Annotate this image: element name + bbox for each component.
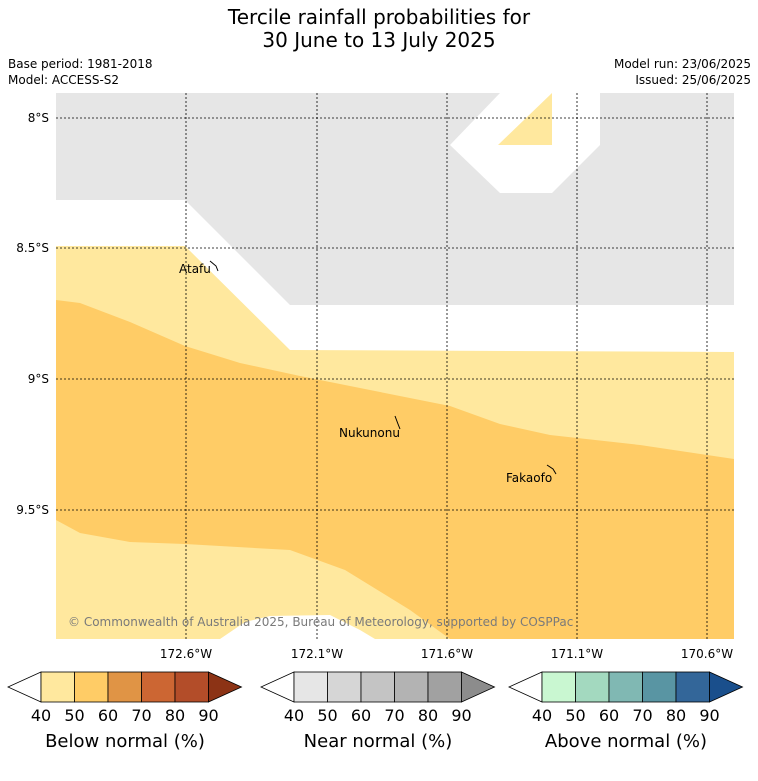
colorbar-label-near-normal: Near normal (%) bbox=[304, 731, 453, 752]
lat-label-8s: 8°S bbox=[28, 111, 49, 125]
below-normal-tick-label: 80 bbox=[165, 706, 185, 725]
model-name: Model: ACCESS-S2 bbox=[8, 73, 120, 87]
below-normal-swatch bbox=[74, 671, 109, 703]
lat-label-9-5s: 9.5°S bbox=[16, 503, 49, 517]
rainfall-map: Atafu Nukunonu Fakaofo © Commonwealth of… bbox=[16, 93, 734, 661]
above-normal-swatch bbox=[575, 671, 610, 703]
near-normal-swatch bbox=[360, 671, 395, 703]
above-normal-swatch bbox=[541, 671, 576, 703]
base-period: Base period: 1981-2018 bbox=[8, 57, 153, 71]
below-normal-arrow-high bbox=[208, 671, 243, 703]
above-normal-tick-label: 80 bbox=[666, 706, 686, 725]
below-normal-tick-label: 90 bbox=[198, 706, 218, 725]
place-label-atafu: Atafu bbox=[179, 262, 211, 276]
atolls bbox=[209, 260, 557, 475]
below-normal-tick-label: 70 bbox=[131, 706, 151, 725]
colorbar-label-below-normal: Below normal (%) bbox=[45, 731, 205, 752]
fakaofo-atoll-shape bbox=[546, 464, 557, 475]
lat-label-9s: 9°S bbox=[28, 372, 49, 386]
below-normal-tick-label: 40 bbox=[31, 706, 51, 725]
above-normal-swatch bbox=[608, 671, 643, 703]
above-normal-tick-label: 40 bbox=[532, 706, 552, 725]
below-normal-swatch bbox=[40, 671, 75, 703]
above-normal-swatch bbox=[642, 671, 677, 703]
near-normal-swatch bbox=[394, 671, 429, 703]
near-normal-tick-label: 80 bbox=[418, 706, 438, 725]
colorbar-label-above-normal: Above normal (%) bbox=[545, 731, 707, 752]
below-normal-arrow-low bbox=[7, 671, 42, 703]
nukunonu-atoll-shape bbox=[394, 415, 401, 430]
place-label-fakaofo: Fakaofo bbox=[506, 471, 552, 485]
above-normal-swatch bbox=[675, 671, 710, 703]
below-normal-tick-label: 60 bbox=[98, 706, 118, 725]
near-normal-swatch bbox=[293, 671, 328, 703]
lon-label-170-6w: 170.6°W bbox=[681, 647, 733, 661]
near-normal-tick-label: 70 bbox=[384, 706, 404, 725]
near-normal-arrow-high bbox=[461, 671, 496, 703]
lon-label-172-1w: 172.1°W bbox=[291, 647, 343, 661]
title-line-1: Tercile rainfall probabilities for bbox=[227, 5, 531, 29]
below-normal-swatch bbox=[141, 671, 176, 703]
lon-label-172-6w: 172.6°W bbox=[160, 647, 212, 661]
above-normal-tick-label: 50 bbox=[565, 706, 585, 725]
lon-label-171-1w: 171.1°W bbox=[551, 647, 603, 661]
below-normal-tick-label: 50 bbox=[64, 706, 84, 725]
near-normal-swatch bbox=[427, 671, 462, 703]
near-normal-swatch bbox=[327, 671, 362, 703]
title-line-2: 30 June to 13 July 2025 bbox=[262, 28, 496, 52]
issued-date: Issued: 25/06/2025 bbox=[635, 73, 751, 87]
atafu-atoll-shape bbox=[209, 260, 219, 272]
below-normal-patch-north bbox=[498, 93, 552, 145]
above-normal-tick-label: 60 bbox=[599, 706, 619, 725]
place-label-nukunonu: Nukunonu bbox=[339, 426, 400, 440]
model-run: Model run: 23/06/2025 bbox=[613, 57, 751, 71]
above-normal-arrow-high bbox=[709, 671, 744, 703]
above-normal-arrow-low bbox=[508, 671, 543, 703]
below-normal-50-region bbox=[56, 300, 734, 639]
below-normal-swatch bbox=[107, 671, 142, 703]
near-normal-arrow-low bbox=[260, 671, 295, 703]
lon-label-171-6w: 171.6°W bbox=[421, 647, 473, 661]
near-normal-tick-label: 40 bbox=[284, 706, 304, 725]
near-normal-tick-label: 60 bbox=[351, 706, 371, 725]
lat-label-8-5s: 8.5°S bbox=[16, 241, 49, 255]
colorbars: 40 50 60 70 80 90 40 50 60 70 80 90 40 50 60 70 80 90 B… bbox=[7, 671, 744, 752]
graticule bbox=[56, 93, 734, 639]
below-normal-swatch bbox=[174, 671, 209, 703]
copyright-notice: © Commonwealth of Australia 2025, Bureau… bbox=[68, 615, 573, 629]
near-normal-tick-label: 90 bbox=[451, 706, 471, 725]
colorbar-above-normal: 40 50 60 70 80 90 bbox=[508, 671, 744, 725]
no-dominant-patch-south bbox=[220, 615, 375, 639]
colorbar-below-normal: 40 50 60 70 80 90 bbox=[7, 671, 243, 725]
map-fills bbox=[56, 93, 734, 639]
colorbar-near-normal: 40 50 60 70 80 90 bbox=[260, 671, 496, 725]
above-normal-tick-label: 70 bbox=[632, 706, 652, 725]
above-normal-tick-label: 90 bbox=[699, 706, 719, 725]
near-normal-tick-label: 50 bbox=[317, 706, 337, 725]
